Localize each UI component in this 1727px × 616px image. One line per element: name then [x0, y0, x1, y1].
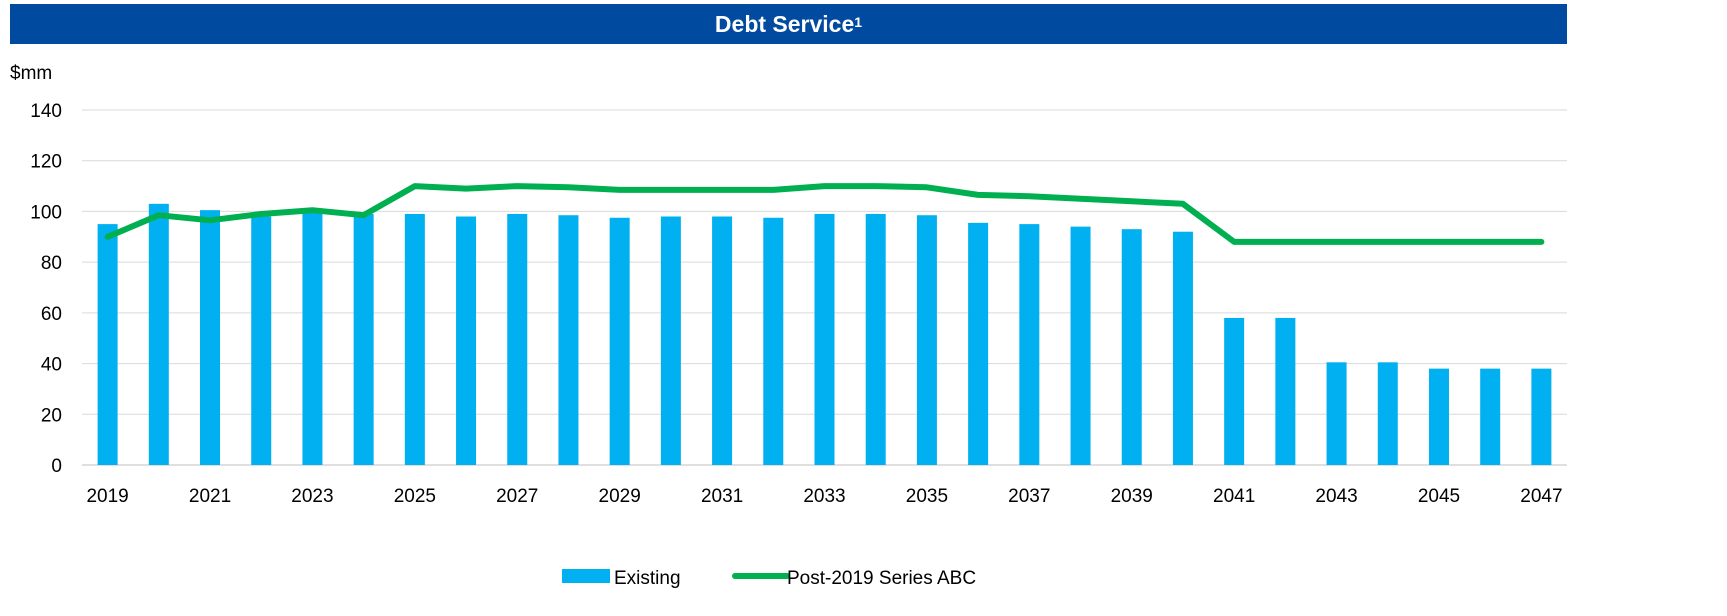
- legend-label-existing: Existing: [614, 568, 681, 589]
- y-axis-unit-label: $mm: [10, 63, 53, 84]
- bar-existing: [1377, 362, 1398, 465]
- bar-existing: [404, 213, 425, 465]
- y-tick-label: 0: [51, 456, 62, 477]
- legend: Existing Post-2019 Series ABC: [562, 568, 976, 589]
- bar-existing: [1480, 368, 1501, 465]
- y-tick-label: 60: [41, 304, 62, 325]
- series-line-group: [104, 183, 1545, 245]
- bar-existing: [1121, 229, 1142, 465]
- x-tick-label: 2037: [1008, 486, 1050, 507]
- x-tick-label: 2041: [1213, 486, 1255, 507]
- bar-existing: [968, 222, 989, 465]
- bar-existing: [97, 224, 118, 465]
- bar-existing: [609, 217, 630, 465]
- y-tick-label: 120: [30, 152, 62, 173]
- bar-existing: [507, 213, 528, 465]
- legend-swatch-existing: [562, 569, 610, 583]
- x-tick-label: 2027: [496, 486, 538, 507]
- bar-existing: [1070, 226, 1091, 465]
- bar-existing: [1326, 362, 1347, 465]
- series-line-post-2019: [104, 183, 1545, 245]
- x-tick-label: 2023: [291, 486, 333, 507]
- bar-existing: [814, 213, 835, 465]
- bar-existing: [1172, 231, 1193, 465]
- bar-existing: [302, 211, 323, 465]
- chart-title-footnote: 1: [854, 14, 863, 30]
- x-tick-label: 2033: [803, 486, 845, 507]
- y-tick-label: 20: [41, 405, 62, 426]
- bar-existing: [1019, 224, 1040, 465]
- x-tick-label: 2019: [86, 486, 128, 507]
- bar-existing: [660, 216, 681, 465]
- bar-existing: [763, 217, 784, 465]
- bar-existing: [712, 216, 733, 465]
- x-tick-labels: 2019 2021 2023 2025 2027 2029 2031 2033 2035 2037…: [86, 486, 1562, 507]
- y-tick-labels: 0 20 40 60 80 100 120 140: [30, 101, 62, 477]
- x-tick-label: 2031: [701, 486, 743, 507]
- bar-existing: [1224, 317, 1245, 465]
- x-tick-label: 2035: [906, 486, 948, 507]
- x-tick-label: 2043: [1315, 486, 1357, 507]
- bar-existing: [148, 203, 169, 466]
- y-tick-label: 100: [30, 202, 62, 223]
- x-tick-label: 2045: [1418, 486, 1460, 507]
- legend-label-post-2019: Post-2019 Series ABC: [787, 568, 976, 589]
- y-tick-label: 80: [41, 253, 62, 274]
- existing-bars: [97, 203, 1552, 466]
- y-tick-label: 140: [30, 101, 62, 122]
- y-tick-label: 40: [41, 355, 62, 376]
- x-tick-label: 2047: [1520, 486, 1562, 507]
- bar-existing: [200, 210, 221, 465]
- x-tick-label: 2029: [599, 486, 641, 507]
- bar-existing: [1428, 368, 1449, 465]
- bar-existing: [558, 215, 579, 465]
- bar-existing: [1275, 317, 1296, 465]
- bar-existing: [916, 215, 937, 465]
- bar-existing: [1531, 368, 1552, 465]
- x-tick-label: 2021: [189, 486, 231, 507]
- bar-existing: [353, 213, 374, 465]
- bar-existing: [251, 216, 272, 465]
- bar-existing: [456, 216, 477, 465]
- x-tick-label: 2039: [1111, 486, 1153, 507]
- chart-title: Debt Service 1: [10, 4, 1567, 44]
- chart-title-text: Debt Service: [714, 10, 855, 37]
- bar-existing: [865, 213, 886, 465]
- x-tick-label: 2025: [394, 486, 436, 507]
